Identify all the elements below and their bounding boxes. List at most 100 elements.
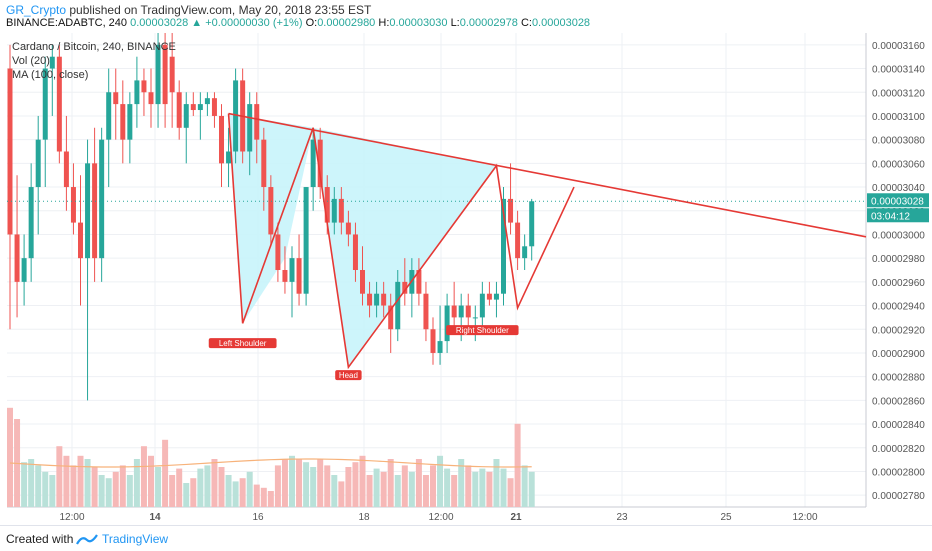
candle-body: [479, 293, 485, 318]
volume-bar: [500, 468, 507, 507]
candle-body: [247, 104, 253, 152]
tradingview-link[interactable]: TradingView: [102, 532, 169, 546]
y-tick-label: 0.00003140: [872, 65, 925, 76]
legend-title: Cardano / Bitcoin, 240, BINANCE: [12, 41, 176, 53]
published-text: published on TradingView.com, May 20, 20…: [69, 3, 372, 17]
up-arrow-icon: ▲: [191, 17, 203, 29]
timer-tag: 03:04:12: [871, 211, 910, 222]
volume-bar: [133, 459, 140, 507]
x-tick-label: 18: [358, 512, 370, 523]
candle-body: [388, 305, 394, 330]
candle-body: [134, 80, 140, 105]
candle-body: [352, 234, 358, 270]
y-tick-label: 0.00002840: [872, 420, 925, 431]
volume-bar: [507, 478, 514, 507]
volume-bar: [84, 459, 91, 507]
candle-body: [141, 80, 147, 93]
volume-bar: [21, 462, 28, 507]
candle-body: [176, 92, 182, 128]
volume-bar: [246, 471, 253, 507]
y-tick-label: 0.00002920: [872, 325, 925, 336]
volume-bar: [105, 478, 112, 507]
created-with: Created with: [6, 532, 74, 546]
volume-bar: [35, 465, 42, 507]
candle-body: [493, 293, 499, 300]
volume-bar: [239, 478, 246, 507]
volume-bar: [359, 455, 366, 507]
last-price: 0.00003028: [130, 17, 189, 29]
x-tick-label: 12:00: [428, 512, 453, 523]
volume-bar: [310, 467, 317, 507]
candle-body: [233, 80, 239, 152]
y-tick-label: 0.00003080: [872, 136, 925, 147]
author-link[interactable]: GR_Crypto: [6, 3, 67, 17]
volume-bar: [176, 468, 183, 507]
volume-bar: [430, 465, 436, 507]
volume-bar: [204, 465, 211, 507]
annotation-box: [335, 370, 362, 381]
y-tick-label: 0.00002780: [872, 491, 925, 502]
ohlc-line: BINANCE:ADABTC, 240 0.00003028 ▲ +0.0000…: [6, 17, 590, 29]
neckline: [228, 112, 867, 238]
volume-bar: [366, 475, 373, 507]
volume-bar: [211, 459, 218, 507]
volume-bar: [63, 455, 70, 507]
volume-bar: [331, 475, 338, 507]
volume-bar: [514, 423, 521, 507]
candle-body: [7, 68, 13, 235]
volume-bar: [521, 465, 528, 507]
volume-bar: [394, 475, 401, 507]
volume-bar: [112, 471, 119, 507]
volume-bar: [281, 459, 288, 507]
candle-body: [275, 234, 281, 270]
volume-bar: [232, 481, 239, 507]
y-tick-label: 0.00002900: [872, 349, 925, 360]
low-label: L:: [450, 17, 460, 29]
candle-body: [381, 293, 387, 306]
candle-body: [465, 305, 471, 318]
candle-body: [219, 115, 224, 164]
y-tick-label: 0.00003000: [872, 230, 925, 241]
candle-body: [472, 317, 478, 319]
annotation-label: Right Shoulder: [456, 326, 509, 335]
candle-body: [162, 44, 168, 105]
candle-body: [254, 104, 260, 140]
candle-body: [360, 270, 365, 294]
legend-vol: Vol (20): [12, 55, 50, 67]
volume-bar: [119, 465, 126, 507]
volume-bar: [225, 475, 232, 507]
candle-body: [85, 163, 91, 259]
price-tag-box: [867, 193, 929, 208]
volume-bar: [274, 465, 281, 507]
candle-body: [289, 258, 295, 282]
candle-body: [70, 187, 76, 223]
candle-body: [42, 68, 48, 140]
candle-body: [183, 104, 189, 128]
y-tick-label: 0.00002820: [872, 444, 925, 455]
volume-bar: [183, 483, 190, 507]
volume-bar: [267, 491, 274, 507]
volume-bar: [338, 481, 345, 507]
candle-body: [92, 163, 98, 259]
candle-body: [155, 44, 161, 105]
volume-bar: [218, 467, 225, 507]
candle-body: [444, 305, 450, 342]
open-label: O:: [305, 17, 318, 29]
volume-bar: [7, 407, 13, 507]
candle-body: [127, 104, 133, 140]
volume-bar: [77, 455, 84, 507]
volume-bar: [422, 475, 429, 507]
candle-body: [529, 201, 535, 247]
timer-tag-box: [867, 208, 929, 223]
candle-body: [508, 198, 514, 223]
y-tick-label: 0.00003040: [872, 183, 925, 194]
price-chart[interactable]: 0.00002780 0.00002800 0.00002820 0.00002840…: [0, 33, 932, 525]
y-tick-label: 0.00002880: [872, 373, 925, 384]
annotation-box: [446, 325, 519, 336]
y-tick-label: 0.00002940: [872, 302, 925, 313]
y-tick-label: 0.00002860: [872, 396, 925, 407]
candle-body: [324, 187, 330, 223]
candle-body: [515, 222, 521, 259]
annotation-label: Left Shoulder: [219, 339, 267, 348]
candle-body: [204, 98, 210, 105]
